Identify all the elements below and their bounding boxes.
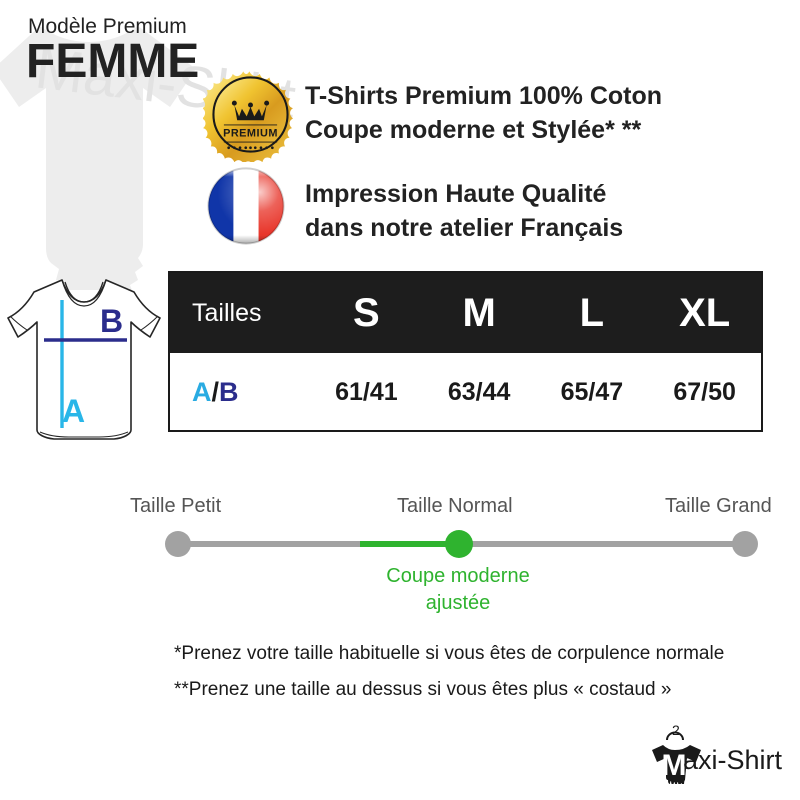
svg-text:B: B (100, 303, 123, 339)
svg-text:PREMIUM: PREMIUM (223, 127, 278, 139)
svg-text:A: A (62, 393, 85, 429)
svg-text:2: 2 (672, 722, 680, 738)
